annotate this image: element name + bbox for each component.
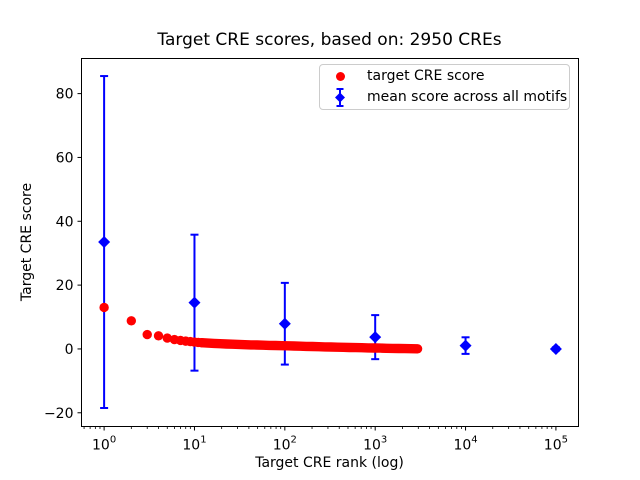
mean-score-series — [98, 236, 562, 355]
x-axis-minor-ticks — [83, 426, 553, 429]
svg-text:20: 20 — [56, 278, 74, 294]
target-cre-score-series — [99, 302, 423, 354]
chart-title: Target CRE scores, based on: 2950 CREs — [157, 30, 502, 50]
x-axis-ticks: 100 101 102 103 104 105 — [92, 426, 568, 454]
legend-item-target-cre-score: target CRE score — [320, 66, 569, 87]
svg-text:102: 102 — [273, 435, 297, 454]
svg-text:103: 103 — [363, 435, 387, 454]
axes-frame — [81, 58, 579, 427]
y-axis-ticks: −20 0 20 40 60 80 — [44, 87, 82, 422]
legend: target CRE score mean score across all m… — [319, 64, 570, 110]
svg-text:60: 60 — [56, 150, 74, 166]
svg-text:80: 80 — [56, 87, 74, 103]
y-axis-label: Target CRE score — [19, 182, 35, 302]
svg-text:100: 100 — [92, 435, 116, 454]
errorbar-stems — [100, 75, 560, 409]
legend-label: mean score across all motifs — [367, 89, 568, 105]
svg-text:−20: −20 — [44, 406, 74, 422]
legend-item-mean-score: mean score across all motifs — [320, 87, 569, 108]
legend-label: target CRE score — [367, 68, 485, 84]
svg-text:0: 0 — [65, 342, 74, 358]
x-axis-label: Target CRE rank (log) — [255, 455, 404, 471]
diamond-errorbar-marker-icon — [320, 87, 360, 108]
svg-text:105: 105 — [544, 435, 568, 454]
svg-text:101: 101 — [182, 435, 206, 454]
svg-text:40: 40 — [56, 214, 74, 230]
circle-marker-icon — [320, 72, 360, 81]
svg-text:104: 104 — [453, 435, 477, 454]
